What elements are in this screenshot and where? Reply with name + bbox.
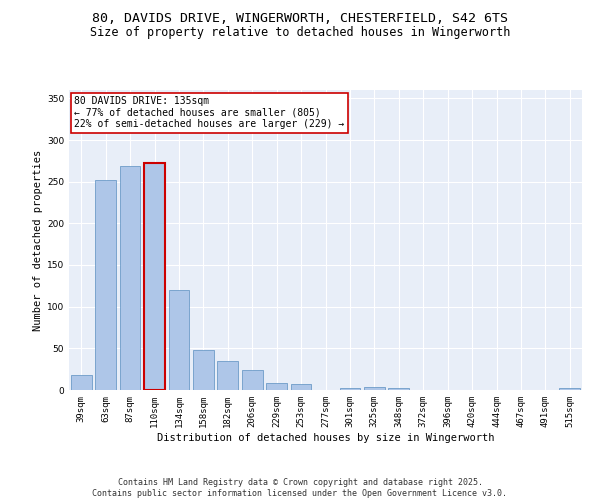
Text: 80, DAVIDS DRIVE, WINGERWORTH, CHESTERFIELD, S42 6TS: 80, DAVIDS DRIVE, WINGERWORTH, CHESTERFI… [92,12,508,26]
Bar [193,350,214,390]
Bar [290,384,311,390]
Bar [559,388,580,390]
Text: 80 DAVIDS DRIVE: 135sqm
← 77% of detached houses are smaller (805)
22% of semi-d: 80 DAVIDS DRIVE: 135sqm ← 77% of detache… [74,96,344,129]
Y-axis label: Number of detached properties: Number of detached properties [33,150,43,330]
Bar [144,164,165,390]
Text: Size of property relative to detached houses in Wingerworth: Size of property relative to detached ho… [90,26,510,39]
Bar [169,290,190,390]
Bar [217,361,238,390]
Bar [340,388,361,390]
Bar [119,166,140,390]
X-axis label: Distribution of detached houses by size in Wingerworth: Distribution of detached houses by size … [157,432,494,442]
Bar [71,375,92,390]
Text: Contains HM Land Registry data © Crown copyright and database right 2025.
Contai: Contains HM Land Registry data © Crown c… [92,478,508,498]
Bar [364,386,385,390]
Bar [95,180,116,390]
Bar [242,370,263,390]
Bar [266,384,287,390]
Bar [388,388,409,390]
